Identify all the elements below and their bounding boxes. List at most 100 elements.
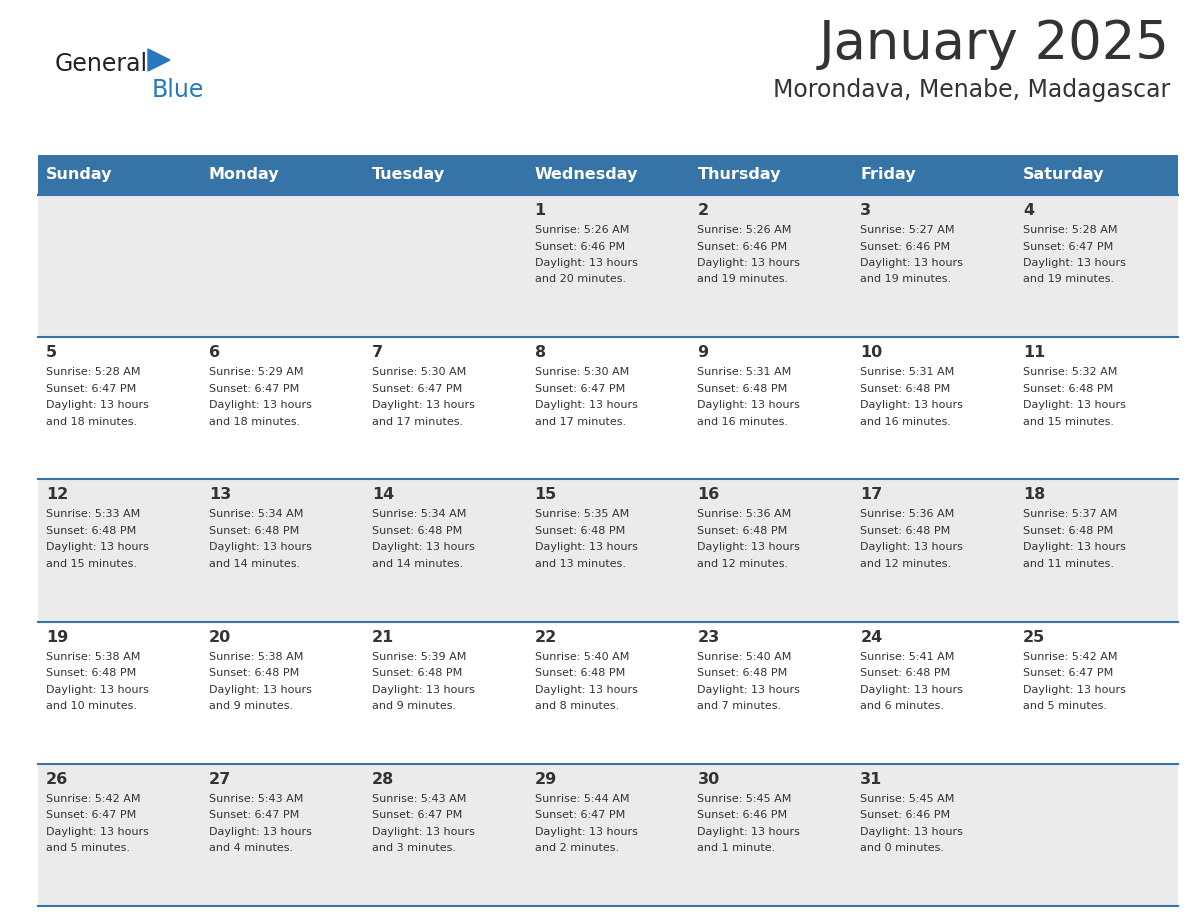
Text: 25: 25 bbox=[1023, 630, 1045, 644]
Text: Sunrise: 5:33 AM: Sunrise: 5:33 AM bbox=[46, 509, 140, 520]
Text: Wednesday: Wednesday bbox=[535, 167, 638, 183]
Text: Sunrise: 5:30 AM: Sunrise: 5:30 AM bbox=[535, 367, 628, 377]
Text: Sunrise: 5:45 AM: Sunrise: 5:45 AM bbox=[697, 794, 792, 804]
Bar bbox=[38, 764, 1178, 906]
Text: Daylight: 13 hours: Daylight: 13 hours bbox=[535, 543, 638, 553]
Text: and 11 minutes.: and 11 minutes. bbox=[1023, 559, 1114, 569]
Text: and 12 minutes.: and 12 minutes. bbox=[860, 559, 952, 569]
Text: Sunrise: 5:41 AM: Sunrise: 5:41 AM bbox=[860, 652, 955, 662]
Text: and 19 minutes.: and 19 minutes. bbox=[1023, 274, 1114, 285]
Text: 21: 21 bbox=[372, 630, 394, 644]
Text: Sunset: 6:48 PM: Sunset: 6:48 PM bbox=[372, 526, 462, 536]
Text: 1: 1 bbox=[535, 203, 545, 218]
Text: 20: 20 bbox=[209, 630, 232, 644]
Text: and 9 minutes.: and 9 minutes. bbox=[372, 701, 456, 711]
Text: Daylight: 13 hours: Daylight: 13 hours bbox=[372, 827, 474, 837]
Text: Sunset: 6:48 PM: Sunset: 6:48 PM bbox=[860, 384, 950, 394]
Text: Morondava, Menabe, Madagascar: Morondava, Menabe, Madagascar bbox=[772, 78, 1170, 102]
Text: Sunset: 6:47 PM: Sunset: 6:47 PM bbox=[46, 384, 137, 394]
Text: Daylight: 13 hours: Daylight: 13 hours bbox=[1023, 400, 1126, 410]
Bar bbox=[38, 621, 1178, 764]
Text: Daylight: 13 hours: Daylight: 13 hours bbox=[372, 685, 474, 695]
Text: and 13 minutes.: and 13 minutes. bbox=[535, 559, 626, 569]
Text: Daylight: 13 hours: Daylight: 13 hours bbox=[860, 400, 963, 410]
Text: Tuesday: Tuesday bbox=[372, 167, 444, 183]
Text: and 18 minutes.: and 18 minutes. bbox=[46, 417, 137, 427]
Text: Sunset: 6:48 PM: Sunset: 6:48 PM bbox=[209, 526, 299, 536]
Text: Daylight: 13 hours: Daylight: 13 hours bbox=[697, 258, 801, 268]
Text: Sunset: 6:48 PM: Sunset: 6:48 PM bbox=[535, 526, 625, 536]
Text: Sunrise: 5:31 AM: Sunrise: 5:31 AM bbox=[860, 367, 954, 377]
Text: 18: 18 bbox=[1023, 487, 1045, 502]
Text: Sunrise: 5:35 AM: Sunrise: 5:35 AM bbox=[535, 509, 628, 520]
Text: Daylight: 13 hours: Daylight: 13 hours bbox=[860, 543, 963, 553]
Text: January 2025: January 2025 bbox=[819, 18, 1170, 70]
Text: Sunrise: 5:43 AM: Sunrise: 5:43 AM bbox=[372, 794, 466, 804]
Text: Sunset: 6:48 PM: Sunset: 6:48 PM bbox=[860, 526, 950, 536]
Text: 19: 19 bbox=[46, 630, 68, 644]
Text: and 17 minutes.: and 17 minutes. bbox=[372, 417, 463, 427]
Text: 31: 31 bbox=[860, 772, 883, 787]
Text: Daylight: 13 hours: Daylight: 13 hours bbox=[46, 400, 148, 410]
Text: Sunset: 6:46 PM: Sunset: 6:46 PM bbox=[697, 241, 788, 252]
Text: 4: 4 bbox=[1023, 203, 1035, 218]
Text: Sunset: 6:47 PM: Sunset: 6:47 PM bbox=[209, 384, 299, 394]
Text: 14: 14 bbox=[372, 487, 394, 502]
Text: Sunrise: 5:38 AM: Sunrise: 5:38 AM bbox=[209, 652, 303, 662]
Bar bbox=[38, 337, 1178, 479]
Text: Daylight: 13 hours: Daylight: 13 hours bbox=[372, 543, 474, 553]
Text: Sunset: 6:48 PM: Sunset: 6:48 PM bbox=[1023, 526, 1113, 536]
Text: 23: 23 bbox=[697, 630, 720, 644]
Text: 28: 28 bbox=[372, 772, 394, 787]
Text: Sunrise: 5:26 AM: Sunrise: 5:26 AM bbox=[697, 225, 792, 235]
Text: Daylight: 13 hours: Daylight: 13 hours bbox=[860, 827, 963, 837]
Text: Sunset: 6:47 PM: Sunset: 6:47 PM bbox=[1023, 241, 1113, 252]
Text: and 1 minute.: and 1 minute. bbox=[697, 844, 776, 854]
Polygon shape bbox=[148, 49, 170, 71]
Text: Sunset: 6:48 PM: Sunset: 6:48 PM bbox=[46, 526, 137, 536]
Text: Sunrise: 5:40 AM: Sunrise: 5:40 AM bbox=[535, 652, 628, 662]
Text: and 15 minutes.: and 15 minutes. bbox=[46, 559, 137, 569]
Text: Sunset: 6:47 PM: Sunset: 6:47 PM bbox=[1023, 668, 1113, 678]
Text: Sunrise: 5:34 AM: Sunrise: 5:34 AM bbox=[372, 509, 466, 520]
Text: Sunrise: 5:42 AM: Sunrise: 5:42 AM bbox=[46, 794, 140, 804]
Text: Sunrise: 5:36 AM: Sunrise: 5:36 AM bbox=[860, 509, 954, 520]
Text: 26: 26 bbox=[46, 772, 68, 787]
Text: Daylight: 13 hours: Daylight: 13 hours bbox=[860, 685, 963, 695]
Text: Daylight: 13 hours: Daylight: 13 hours bbox=[535, 258, 638, 268]
Text: and 15 minutes.: and 15 minutes. bbox=[1023, 417, 1114, 427]
Text: 11: 11 bbox=[1023, 345, 1045, 360]
Text: 16: 16 bbox=[697, 487, 720, 502]
Text: Daylight: 13 hours: Daylight: 13 hours bbox=[860, 258, 963, 268]
Text: and 7 minutes.: and 7 minutes. bbox=[697, 701, 782, 711]
Text: 30: 30 bbox=[697, 772, 720, 787]
Text: 2: 2 bbox=[697, 203, 708, 218]
Text: 9: 9 bbox=[697, 345, 708, 360]
Text: Sunset: 6:46 PM: Sunset: 6:46 PM bbox=[535, 241, 625, 252]
Text: and 4 minutes.: and 4 minutes. bbox=[209, 844, 293, 854]
Text: and 16 minutes.: and 16 minutes. bbox=[860, 417, 952, 427]
Text: Sunset: 6:48 PM: Sunset: 6:48 PM bbox=[697, 526, 788, 536]
Text: 29: 29 bbox=[535, 772, 557, 787]
Text: 27: 27 bbox=[209, 772, 232, 787]
Text: Sunrise: 5:28 AM: Sunrise: 5:28 AM bbox=[46, 367, 140, 377]
Text: and 17 minutes.: and 17 minutes. bbox=[535, 417, 626, 427]
Text: Sunset: 6:48 PM: Sunset: 6:48 PM bbox=[860, 668, 950, 678]
Text: 7: 7 bbox=[372, 345, 383, 360]
Text: Sunset: 6:46 PM: Sunset: 6:46 PM bbox=[860, 241, 950, 252]
Text: Daylight: 13 hours: Daylight: 13 hours bbox=[697, 685, 801, 695]
Text: Daylight: 13 hours: Daylight: 13 hours bbox=[209, 827, 311, 837]
Text: 13: 13 bbox=[209, 487, 232, 502]
Text: Sunset: 6:46 PM: Sunset: 6:46 PM bbox=[697, 811, 788, 821]
Text: 3: 3 bbox=[860, 203, 872, 218]
Text: Sunset: 6:48 PM: Sunset: 6:48 PM bbox=[697, 668, 788, 678]
Bar bbox=[38, 479, 1178, 621]
Text: Sunset: 6:47 PM: Sunset: 6:47 PM bbox=[209, 811, 299, 821]
Text: Daylight: 13 hours: Daylight: 13 hours bbox=[535, 827, 638, 837]
Text: Daylight: 13 hours: Daylight: 13 hours bbox=[46, 543, 148, 553]
Text: Sunrise: 5:42 AM: Sunrise: 5:42 AM bbox=[1023, 652, 1118, 662]
Text: Daylight: 13 hours: Daylight: 13 hours bbox=[209, 400, 311, 410]
Text: Daylight: 13 hours: Daylight: 13 hours bbox=[46, 685, 148, 695]
Text: and 5 minutes.: and 5 minutes. bbox=[1023, 701, 1107, 711]
Text: 8: 8 bbox=[535, 345, 545, 360]
